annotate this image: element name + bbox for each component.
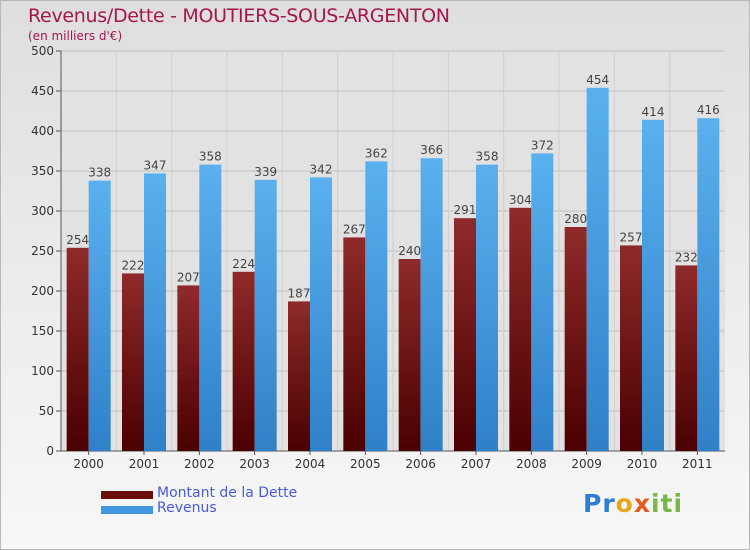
proxiti-logo: Proxiti [583,489,684,518]
value-label: 280 [564,212,587,226]
y-tick-label: 100 [31,364,54,378]
bar-dette [620,245,642,451]
y-tick-label: 200 [31,284,54,298]
bar-dette [232,271,255,451]
value-label: 347 [144,158,167,172]
bar-revenus [144,173,166,451]
value-label: 240 [398,244,421,258]
chart-title: Revenus/Dette - MOUTIERS-SOUS-ARGENTON [28,5,450,27]
value-label: 254 [66,233,89,247]
y-tick-label: 0 [46,444,54,458]
x-tick-label: 2007 [461,457,492,471]
bar-revenus [531,153,554,451]
bar-revenus [642,119,664,452]
y-tick-label: 150 [31,324,54,338]
value-label: 267 [343,222,366,236]
value-label: 372 [531,138,554,152]
bar-revenus [199,164,222,451]
legend-label-revenus: Revenus [157,500,217,516]
x-tick-label: 2004 [295,457,326,471]
bar-revenus [586,87,609,452]
value-label: 222 [122,258,145,272]
y-tick-label: 450 [31,84,54,98]
value-label: 207 [177,270,200,284]
bar-dette [675,265,698,451]
bar-revenus [310,177,332,451]
value-label: 224 [232,257,255,271]
value-label: 358 [199,150,222,164]
x-tick-label: 2009 [571,457,602,471]
bar-revenus [476,164,498,451]
axes: 0 50 100 150 200 250 300 350 400 450 500 2000 2001 20… [31,44,725,471]
x-tick-label: 2006 [405,457,436,471]
value-label: 414 [642,105,665,119]
value-label: 362 [365,146,388,160]
value-label: 358 [476,150,499,164]
bar-dette [177,285,200,451]
x-tick-label: 2008 [516,457,547,471]
bar-dette [343,237,366,451]
y-tick-label: 500 [31,44,54,58]
value-label: 187 [288,286,311,300]
bars [66,87,720,452]
bar-dette [122,273,144,451]
value-labels: 254 338 222 347 207 358 224 339 187 342 267 362 240 3… [66,73,720,301]
bar-dette [509,207,532,451]
y-tick-label: 250 [31,244,54,258]
bar-dette [398,259,421,451]
value-label: 232 [675,250,698,264]
grid-lines [61,50,725,452]
bar-dette [564,227,587,451]
legend-label-dette: Montant de la Dette [157,485,298,501]
value-label: 257 [620,230,643,244]
x-tick-label: 2010 [627,457,658,471]
bar-revenus [254,179,277,452]
legend-swatch-revenus [101,506,153,514]
value-label: 291 [454,203,477,217]
value-label: 339 [254,165,277,179]
bar-revenus [365,161,388,451]
x-tick-label: 2003 [239,457,270,471]
y-tick-label: 400 [31,124,54,138]
value-label: 454 [586,73,609,87]
bar-dette [66,247,89,451]
value-label: 366 [420,143,443,157]
value-label: 416 [697,103,720,117]
bar-revenus [88,180,111,451]
x-tick-label: 2001 [129,457,160,471]
x-tick-label: 2002 [184,457,215,471]
y-tick-label: 300 [31,204,54,218]
x-tick-label: 2005 [350,457,381,471]
legend-swatch-dette [101,491,153,499]
bar-dette [454,218,476,451]
x-tick-label: 2000 [73,457,104,471]
value-label: 342 [310,162,333,176]
bar-dette [288,301,310,451]
chart-subtitle: (en milliers d'€) [28,29,123,43]
x-tick-label: 2011 [682,457,713,471]
y-tick-label: 350 [31,164,54,178]
value-label: 304 [509,193,532,207]
bar-revenus [420,158,443,451]
value-label: 338 [88,166,111,180]
y-tick-label: 50 [39,404,54,418]
bar-revenus [697,118,720,451]
